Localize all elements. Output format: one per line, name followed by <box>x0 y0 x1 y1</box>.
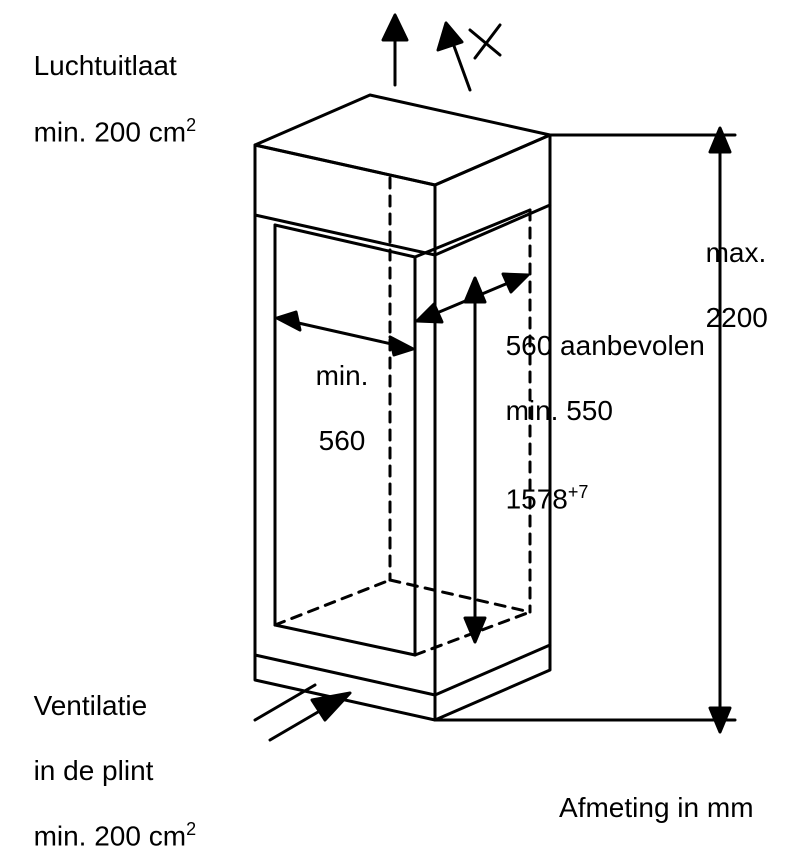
plinth-vent-label: Ventilatie in de plint min. 200 cm2 <box>18 658 196 852</box>
max-height-line2: 2200 <box>706 302 768 333</box>
width-line1: min. <box>316 360 369 391</box>
max-height-line1: max. <box>706 237 767 268</box>
air-outlet-line1: Luchtuitlaat <box>34 50 177 81</box>
opening-height-label: 1578+7 <box>490 450 588 516</box>
width-line2: 560 <box>319 425 366 456</box>
plinth-vent-line3: min. 200 cm <box>34 820 187 851</box>
air-outlet-sup: 2 <box>186 115 196 135</box>
air-outlet-label: Luchtuitlaat min. 200 cm2 <box>18 18 196 148</box>
opening-height-value: 1578 <box>506 484 568 515</box>
depth-line1: 560 aanbevolen <box>506 330 705 361</box>
units-text: Afmeting in mm <box>559 792 754 823</box>
depth-line2: min. 550 <box>506 395 613 426</box>
air-outlet-line2: min. 200 cm <box>34 116 187 147</box>
plinth-vent-line1: Ventilatie <box>34 690 148 721</box>
plinth-vent-sup: 2 <box>186 819 196 839</box>
opening-height-sup: +7 <box>568 482 589 502</box>
plinth-vent-line2: in de plint <box>34 755 154 786</box>
width-label: min. 560 <box>300 328 368 457</box>
depth-label: 560 aanbevolen min. 550 <box>490 298 705 427</box>
units-label: Afmeting in mm <box>545 760 754 824</box>
